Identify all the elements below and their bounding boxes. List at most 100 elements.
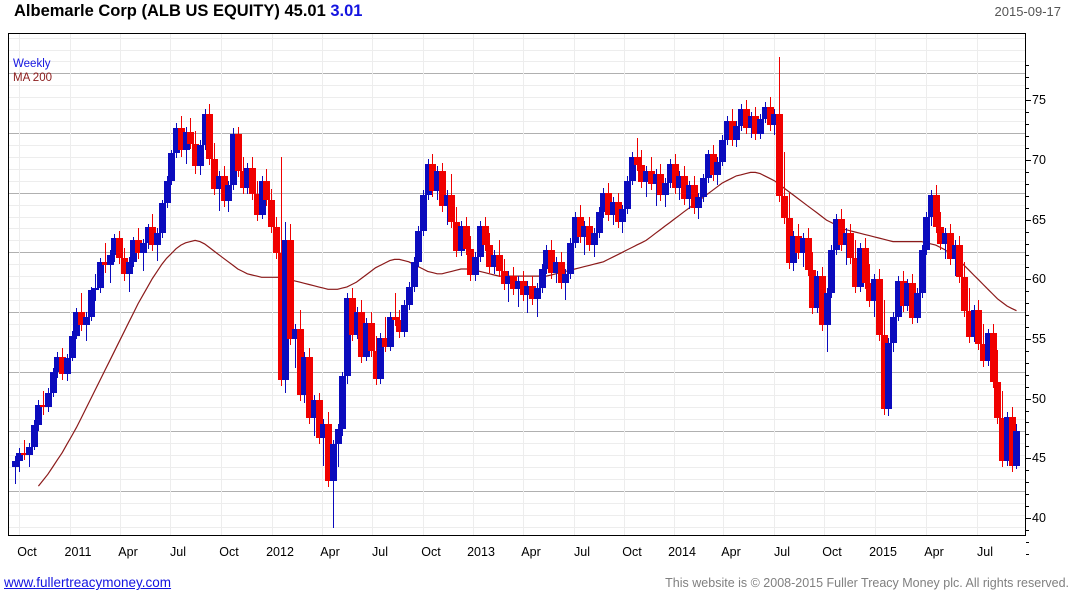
x-axis-tick-label: Oct xyxy=(219,545,239,559)
candle-body xyxy=(387,316,394,347)
gridline-minor-h xyxy=(9,240,1025,241)
candle-body xyxy=(648,171,655,185)
page-footer: www.fullertreacymoney.com This website i… xyxy=(0,572,1075,600)
x-axis: Oct 2011 Apr Jul Oct 2012 Apr Jul Oct 2013 Apr Jul O… xyxy=(8,539,1026,567)
chart-legend: Weekly MA 200 xyxy=(13,57,52,85)
candle-body xyxy=(681,175,688,199)
y-tick-mark xyxy=(1026,136,1029,137)
gridline-minor-h xyxy=(9,145,1025,146)
y-tick-mark xyxy=(1026,303,1029,304)
y-tick-mark xyxy=(1026,351,1029,352)
x-axis-tick-label: 2011 xyxy=(64,545,92,559)
candle-body xyxy=(206,113,213,160)
candle-body xyxy=(83,316,90,326)
candle-body xyxy=(354,311,361,335)
candle-wick xyxy=(565,268,566,300)
candle-body xyxy=(197,144,204,167)
candle-body xyxy=(116,237,123,259)
candle-body xyxy=(577,216,584,237)
candle-body xyxy=(838,218,845,246)
site-url-link[interactable]: www.fullertreacymoney.com xyxy=(4,575,172,590)
y-tick-mark xyxy=(1026,315,1029,316)
candle-body xyxy=(919,249,926,293)
copyright-notice: This website is © 2008-2015 Fuller Treac… xyxy=(665,576,1069,590)
y-tick-mark xyxy=(1026,291,1029,292)
candle-body xyxy=(140,242,147,254)
candle-body xyxy=(373,351,380,379)
chart-plot-area[interactable] xyxy=(8,33,1026,536)
last-price: 45.01 xyxy=(284,2,326,20)
gridline-v xyxy=(70,34,71,535)
candle-body xyxy=(107,254,114,266)
candle-body xyxy=(543,249,550,269)
candle-body xyxy=(211,159,218,190)
gridline-minor-h xyxy=(9,324,1025,325)
candle-body xyxy=(610,202,617,216)
gridline-minor-h xyxy=(9,85,1025,86)
gridline-major-h xyxy=(9,312,1025,313)
y-tick-mark xyxy=(1026,100,1031,101)
legend-weekly: Weekly xyxy=(13,58,51,70)
y-tick-mark xyxy=(1026,208,1029,209)
candle-body xyxy=(330,444,337,482)
gridline-minor-h xyxy=(9,503,1025,504)
candle-body xyxy=(581,226,588,237)
y-tick-mark xyxy=(1026,112,1029,113)
candle-wick xyxy=(656,168,657,206)
y-axis-tick-label: 60 xyxy=(1032,272,1046,287)
candle-body xyxy=(448,195,455,223)
candle-body xyxy=(173,128,180,154)
gridline-v xyxy=(977,34,978,535)
candle-body xyxy=(178,128,185,150)
candle-body xyxy=(638,165,645,182)
y-tick-mark xyxy=(1026,506,1029,507)
gridline-minor-h xyxy=(9,181,1025,182)
candle-wick xyxy=(110,249,111,284)
gridline-minor-h xyxy=(9,61,1025,62)
candle-wick xyxy=(219,171,220,211)
candle-body xyxy=(862,247,869,284)
candle-body xyxy=(88,290,95,317)
gridline-minor-h xyxy=(9,455,1025,456)
candle-body xyxy=(994,382,1001,419)
candle-wick xyxy=(508,271,509,303)
x-axis-tick-label: Oct xyxy=(17,545,37,559)
candle-body xyxy=(624,180,631,210)
candle-body xyxy=(890,316,897,343)
candle-body xyxy=(852,258,859,287)
candle-body xyxy=(805,237,812,271)
candle-body xyxy=(942,233,949,244)
candle-body xyxy=(26,446,33,456)
candle-body xyxy=(282,240,289,380)
candle-wick xyxy=(338,424,339,467)
page-title: Albemarle Corp (ALB US EQUITY) 45.01 3.0… xyxy=(14,2,363,21)
candle-body xyxy=(710,154,717,175)
candle-body xyxy=(729,121,736,141)
gridline-minor-h xyxy=(9,407,1025,408)
candle-body xyxy=(463,226,470,249)
candle-body xyxy=(524,285,531,296)
candle-body xyxy=(904,283,911,306)
candle-body xyxy=(857,247,864,287)
chart-header: Albemarle Corp (ALB US EQUITY) 45.01 3.0… xyxy=(0,0,1075,27)
candle-body xyxy=(743,109,750,129)
candle-body xyxy=(216,175,223,190)
y-tick-mark xyxy=(1026,88,1029,89)
candle-body xyxy=(415,230,422,262)
candle-body xyxy=(866,283,873,302)
candle-body xyxy=(306,357,313,419)
candle-body xyxy=(733,125,740,141)
candle-body xyxy=(553,261,560,273)
candle-body xyxy=(439,171,446,206)
candle-body xyxy=(73,311,80,336)
y-tick-mark xyxy=(1026,184,1029,185)
candle-body xyxy=(591,233,598,246)
candle-body xyxy=(235,134,242,172)
candle-wick xyxy=(527,280,528,314)
candle-body xyxy=(301,357,308,396)
candle-body xyxy=(259,180,266,216)
candle-body xyxy=(629,156,636,181)
candle-body xyxy=(505,276,512,285)
gridline-minor-h xyxy=(9,527,1025,528)
candle-body xyxy=(358,311,365,358)
